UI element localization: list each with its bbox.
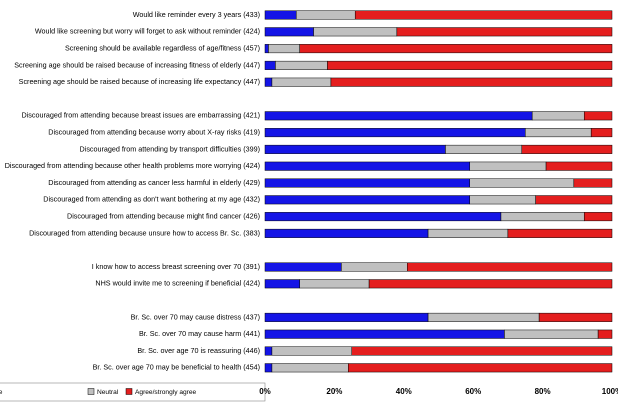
bar-segment [469, 161, 547, 171]
bar-segment [271, 346, 352, 356]
category-label: Discouraged from attending because other… [5, 161, 260, 170]
bar-segment [271, 363, 349, 373]
bar-segment [299, 44, 613, 54]
bar-segment [264, 228, 429, 238]
bar-segment [264, 195, 470, 205]
bar-segment [368, 279, 613, 289]
bar-segment [583, 111, 613, 121]
category-label: Screening age should be raised because o… [19, 77, 260, 86]
bar-segment [521, 144, 613, 154]
bar-segment [525, 128, 592, 138]
bar-segment [313, 27, 398, 37]
bar-segment [264, 312, 429, 322]
bar-segment [264, 128, 526, 138]
bar-segment [504, 329, 599, 339]
bar-segment [264, 60, 276, 70]
bar-segment [407, 262, 613, 272]
category-label: Screening should be available regardless… [65, 44, 260, 53]
bar-segment [427, 312, 540, 322]
bar-segment [264, 329, 505, 339]
bar-segment [264, 144, 446, 154]
category-label: Screening age should be raised because o… [14, 60, 260, 69]
category-label: Br. Sc. over age 70 may be beneficial to… [93, 363, 260, 372]
x-tick-label: 60% [465, 387, 481, 396]
bar-segment [264, 178, 470, 188]
legend-label: Agree/strongly agree [135, 389, 197, 396]
bar-segment [583, 212, 613, 222]
bar-segment [341, 262, 408, 272]
legend-swatch [87, 388, 95, 395]
category-label: Discouraged from attending because unsur… [29, 228, 260, 237]
bar-segment [507, 228, 613, 238]
category-label: NHS would invite me to screening if bene… [95, 279, 260, 288]
category-label: Br. Sc. over age 70 is reassuring (446) [137, 346, 260, 355]
category-label: Br. Sc. over 70 may cause distress (437) [131, 312, 260, 321]
bar-segment [531, 111, 585, 121]
bar-segment [427, 228, 509, 238]
bar-segment [264, 346, 273, 356]
category-label: Br. Sc. over 70 may cause harm (441) [139, 329, 260, 338]
bar-segment [295, 10, 356, 20]
bar-segment [264, 44, 269, 54]
x-tick-label: 20% [326, 387, 342, 396]
bar-segment [354, 10, 613, 20]
category-label: Discouraged from attending because worry… [48, 128, 260, 137]
x-tick-label: 100% [602, 387, 618, 396]
bar-segment [275, 60, 328, 70]
category-label: I know how to access breast screening ov… [92, 262, 260, 271]
bar-segment [469, 195, 536, 205]
bar-segment [538, 312, 613, 322]
bar-segment [535, 195, 613, 205]
category-label: Discouraged from attending as cancer les… [48, 178, 260, 187]
bar-segment [299, 279, 370, 289]
bar-segment [500, 212, 585, 222]
category-label: Discouraged from attending because might… [67, 212, 260, 221]
category-label: Discouraged from attending because breas… [21, 111, 260, 120]
bar-segment [264, 27, 314, 37]
bar-segment [597, 329, 613, 339]
bar-segment [330, 77, 613, 87]
bar-segment [351, 346, 613, 356]
bar-segment [573, 178, 613, 188]
bar-segment [264, 161, 470, 171]
bar-segment [271, 77, 332, 87]
legend-label: Neutral [97, 389, 119, 396]
bar-segment [264, 111, 533, 121]
x-tick-label: 40% [396, 387, 412, 396]
bar-segment [348, 363, 613, 373]
category-label: Discouraged from attending as don't want… [43, 195, 260, 204]
bar-segment [264, 212, 502, 222]
bar-segment [545, 161, 613, 171]
bar-segment [264, 77, 273, 87]
bar-segment [264, 363, 273, 373]
bar-segment [268, 44, 300, 54]
legend-label: Strongly disagree/disagree [0, 389, 3, 396]
category-label: Would like reminder every 3 years (433) [133, 10, 260, 19]
x-tick-label: 80% [535, 387, 551, 396]
bar-segment [264, 10, 297, 20]
category-label: Would like screening but worry will forg… [35, 27, 260, 36]
bar-segment [327, 60, 613, 70]
legend-swatch [125, 388, 133, 395]
bar-segment [445, 144, 523, 154]
legend-box [0, 382, 266, 402]
bar-segment [396, 27, 613, 37]
category-label: Discouraged from attending by transport … [80, 144, 260, 153]
bar-segment [264, 262, 342, 272]
bar-segment [264, 279, 300, 289]
bar-segment [469, 178, 575, 188]
bar-segment [590, 128, 613, 138]
